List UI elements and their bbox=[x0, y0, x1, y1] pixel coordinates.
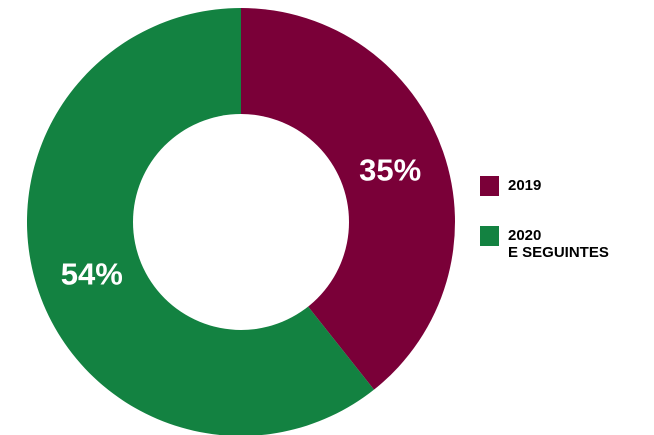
legend-swatch-2019 bbox=[480, 176, 499, 196]
legend: 2019 2020 E SEGUINTES bbox=[480, 176, 650, 272]
legend-swatch-2020 bbox=[480, 226, 499, 246]
slice-label-1: 54% bbox=[61, 256, 123, 291]
legend-item-2020: 2020 E SEGUINTES bbox=[480, 226, 650, 274]
slice-labels: 35% 54% bbox=[61, 153, 421, 292]
donut-hole bbox=[133, 114, 349, 330]
legend-label-2020: 2020 E SEGUINTES bbox=[508, 227, 609, 261]
slice-label-0: 35% bbox=[359, 153, 421, 188]
legend-item-2019: 2019 bbox=[480, 176, 650, 224]
slice-0 bbox=[241, 8, 455, 390]
legend-label-2019: 2019 bbox=[508, 177, 542, 194]
